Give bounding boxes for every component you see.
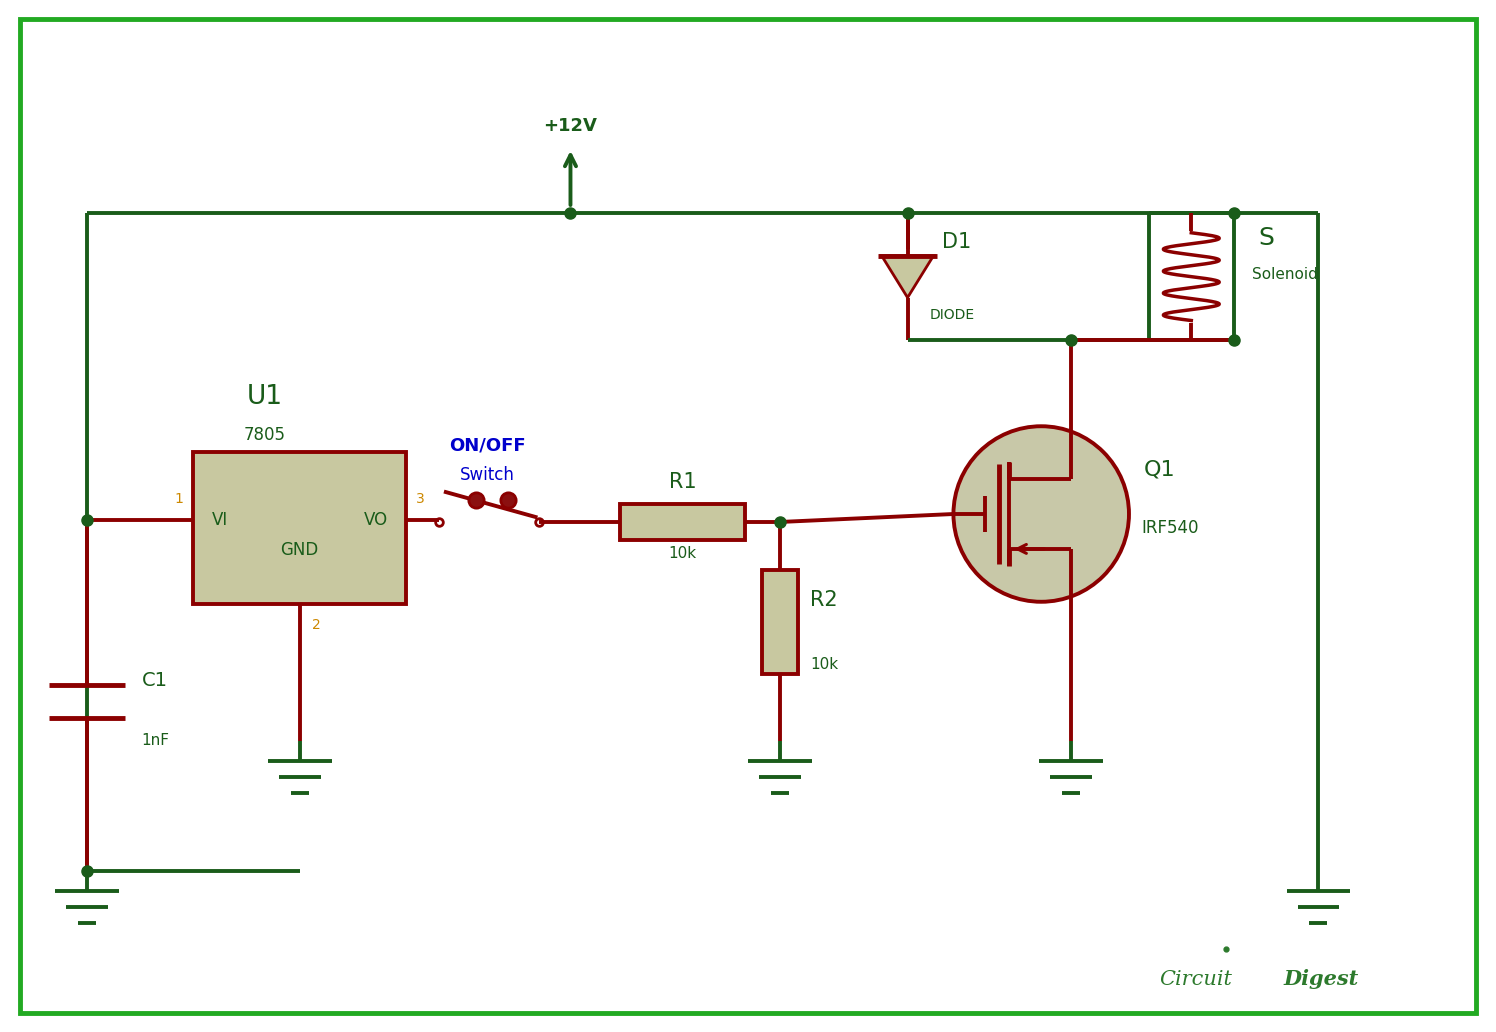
Text: 10k: 10k xyxy=(809,656,838,672)
Text: Q1: Q1 xyxy=(1144,459,1176,479)
Text: S: S xyxy=(1258,226,1275,250)
Text: R2: R2 xyxy=(809,589,838,610)
Text: IRF540: IRF540 xyxy=(1141,519,1198,537)
Text: 2: 2 xyxy=(311,618,320,632)
Text: Switch: Switch xyxy=(461,466,515,484)
Text: Digest: Digest xyxy=(1284,969,1358,989)
Text: C1: C1 xyxy=(142,671,168,689)
Text: U1: U1 xyxy=(247,384,283,411)
Text: 1: 1 xyxy=(175,492,184,506)
Text: VO: VO xyxy=(364,511,387,529)
Text: DIODE: DIODE xyxy=(929,308,974,322)
Text: 1nF: 1nF xyxy=(142,734,169,748)
Circle shape xyxy=(953,426,1129,602)
FancyBboxPatch shape xyxy=(621,504,745,540)
Text: 7805: 7805 xyxy=(244,426,286,444)
Text: D1: D1 xyxy=(942,232,972,252)
Text: GND: GND xyxy=(281,541,319,559)
FancyBboxPatch shape xyxy=(761,570,797,674)
Text: +12V: +12V xyxy=(543,117,597,135)
Text: 10k: 10k xyxy=(669,546,697,561)
Text: R1: R1 xyxy=(669,472,697,492)
Text: ON/OFF: ON/OFF xyxy=(449,437,527,454)
Polygon shape xyxy=(881,256,934,297)
Text: Solenoid: Solenoid xyxy=(1252,267,1318,282)
FancyBboxPatch shape xyxy=(193,452,405,604)
Text: VI: VI xyxy=(211,511,227,529)
Text: 3: 3 xyxy=(416,492,425,506)
Text: Circuit: Circuit xyxy=(1159,970,1231,989)
